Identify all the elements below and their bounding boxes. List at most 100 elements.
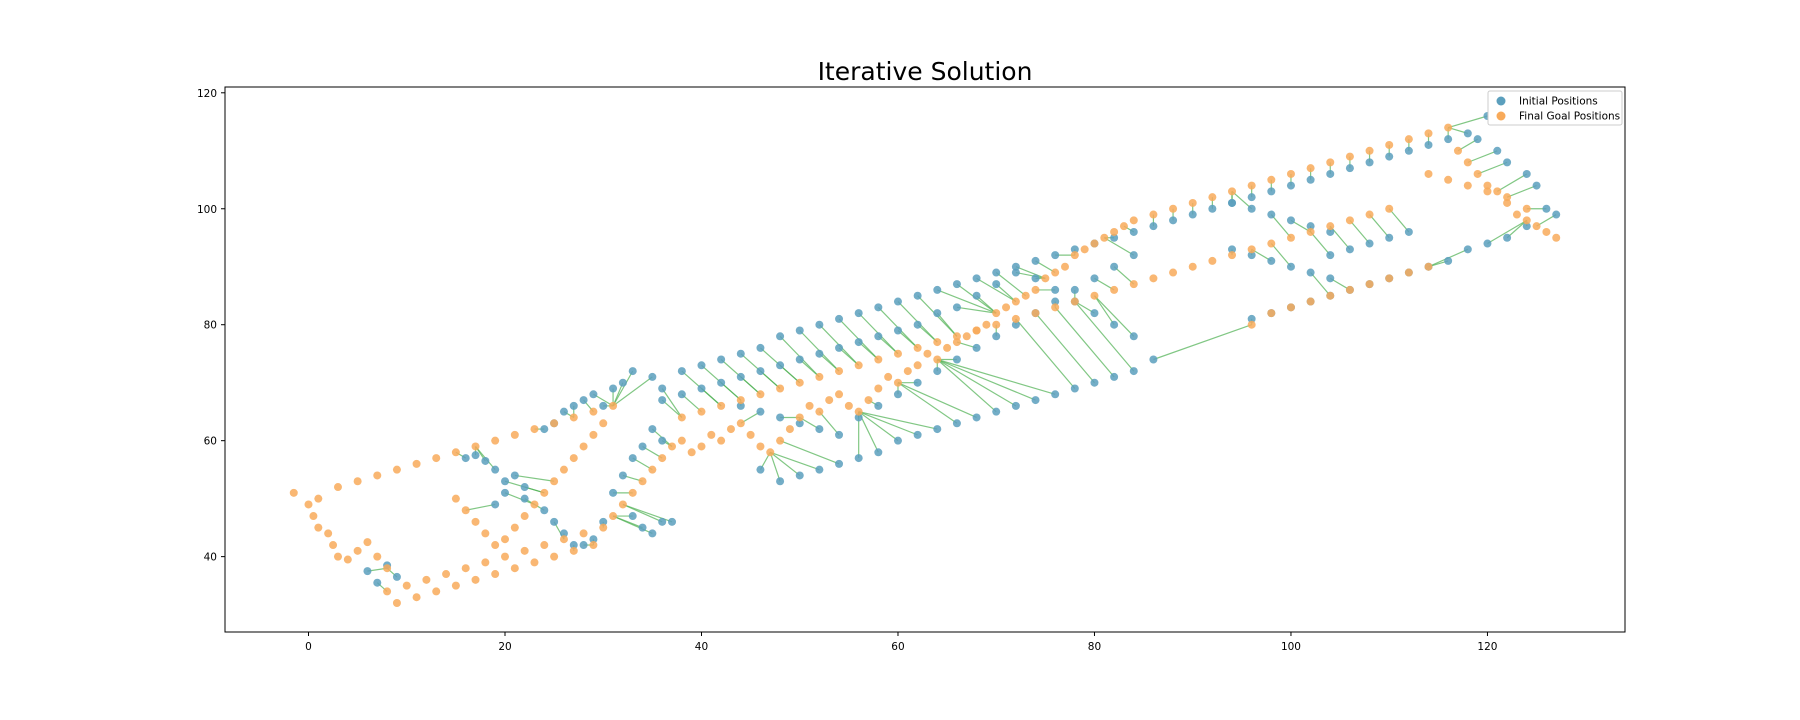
final-goal-position-point [1208, 256, 1217, 265]
initial-position-point [756, 367, 765, 376]
final-goal-position-point [884, 372, 893, 381]
legend: Initial Positions Final Goal Positions [1487, 90, 1623, 126]
initial-position-point [795, 326, 804, 335]
initial-position-point [1345, 164, 1354, 173]
initial-position-point [1326, 274, 1335, 283]
initial-position-point [1365, 158, 1374, 167]
final-goal-position-point [599, 419, 608, 428]
connector-line [701, 388, 722, 407]
initial-position-point [1129, 227, 1138, 236]
final-goal-position-point [324, 529, 333, 538]
final-goal-position-point [579, 442, 588, 451]
final-goal-position-point [461, 564, 470, 573]
connector-line [877, 335, 899, 355]
initial-position-point [1473, 135, 1482, 144]
final-goal-position-point [412, 459, 421, 468]
initial-position-point [736, 372, 745, 381]
initial-position-point [658, 517, 667, 526]
initial-position-point [1247, 314, 1256, 323]
initial-position-point [648, 425, 657, 434]
initial-position-point [373, 578, 382, 587]
plot-frame [224, 86, 1626, 633]
final-goal-position-point [363, 538, 372, 547]
initial-position-point [893, 297, 902, 306]
final-goal-position-point [913, 361, 922, 370]
final-goal-position-point [540, 488, 549, 497]
connector-line [1477, 161, 1508, 175]
connector-line [897, 330, 919, 349]
connector-line [514, 474, 555, 482]
initial-position-point [776, 361, 785, 370]
connector-line [1103, 237, 1135, 256]
connector-line [1349, 219, 1371, 244]
initial-position-point [1129, 251, 1138, 260]
initial-position-point [913, 291, 922, 300]
connector-line [1369, 214, 1390, 239]
final-goal-position-point [451, 448, 460, 457]
connector-line [1074, 301, 1135, 372]
final-goal-position-point [569, 454, 578, 463]
final-goal-position-point [1247, 181, 1256, 190]
initial-position-point [874, 448, 883, 457]
initial-position-point [501, 477, 509, 486]
initial-position-point [815, 320, 824, 329]
connector-line [818, 353, 840, 372]
final-goal-position-point [982, 320, 991, 329]
final-goal-position-point [1228, 251, 1237, 260]
initial-position-point [1208, 204, 1217, 213]
connector-line [937, 358, 1056, 395]
final-goal-position-point [1365, 280, 1374, 289]
initial-position-point [1326, 169, 1335, 178]
final-goal-position-point [432, 587, 441, 596]
initial-position-point [835, 314, 844, 323]
initial-position-point [717, 355, 726, 364]
connector-line [799, 359, 820, 378]
final-goal-position-point [923, 349, 932, 358]
final-goal-position-point [491, 436, 500, 445]
connector-line [995, 283, 1017, 302]
final-goal-position-point [1041, 274, 1050, 283]
final-goal-position-point [756, 442, 765, 451]
initial-position-point [609, 488, 618, 497]
final-goal-position-point [1326, 222, 1335, 231]
final-goal-position-point [776, 436, 785, 445]
final-goal-position-point [1345, 216, 1354, 225]
final-goal-position-point [1286, 233, 1295, 242]
final-goal-position-point [1051, 303, 1060, 312]
final-goal-position-point [1149, 274, 1158, 283]
final-goal-position-point [309, 512, 318, 521]
final-goal-position-point [903, 367, 912, 376]
final-goal-positions-series [289, 123, 1561, 608]
connector-line [858, 341, 879, 360]
final-goal-position-point [893, 378, 902, 387]
initial-position-point [952, 419, 961, 428]
connector-line [740, 376, 761, 395]
final-goal-position-point [1247, 245, 1256, 254]
initial-position-point [510, 471, 519, 480]
final-goal-position-point [333, 552, 342, 561]
final-goal-position-point [501, 552, 509, 561]
connector-line [1270, 214, 1292, 239]
final-goal-position-point [569, 413, 578, 422]
initial-position-point [550, 517, 559, 526]
initial-position-point [392, 572, 401, 581]
final-goal-position-point [1061, 262, 1069, 271]
connector-line [1093, 295, 1115, 326]
initial-position-point [776, 413, 785, 422]
initial-position-point [893, 390, 902, 399]
final-goal-position-point [1532, 222, 1541, 231]
connector-line [937, 289, 997, 314]
final-goal-position-point [1444, 123, 1453, 132]
initial-position-point [589, 535, 598, 544]
legend-marker-final [1496, 111, 1506, 121]
final-goal-position-point [1031, 309, 1040, 318]
final-goal-position-point [1011, 297, 1020, 306]
connector-line [1506, 219, 1528, 239]
y-tick-label: 40 [204, 552, 217, 564]
initial-position-point [618, 378, 627, 387]
final-goal-position-point [795, 413, 804, 422]
final-goal-position-point [1365, 146, 1374, 155]
connector-line [818, 411, 840, 436]
initial-position-point [648, 529, 657, 538]
initial-position-point [491, 465, 500, 474]
